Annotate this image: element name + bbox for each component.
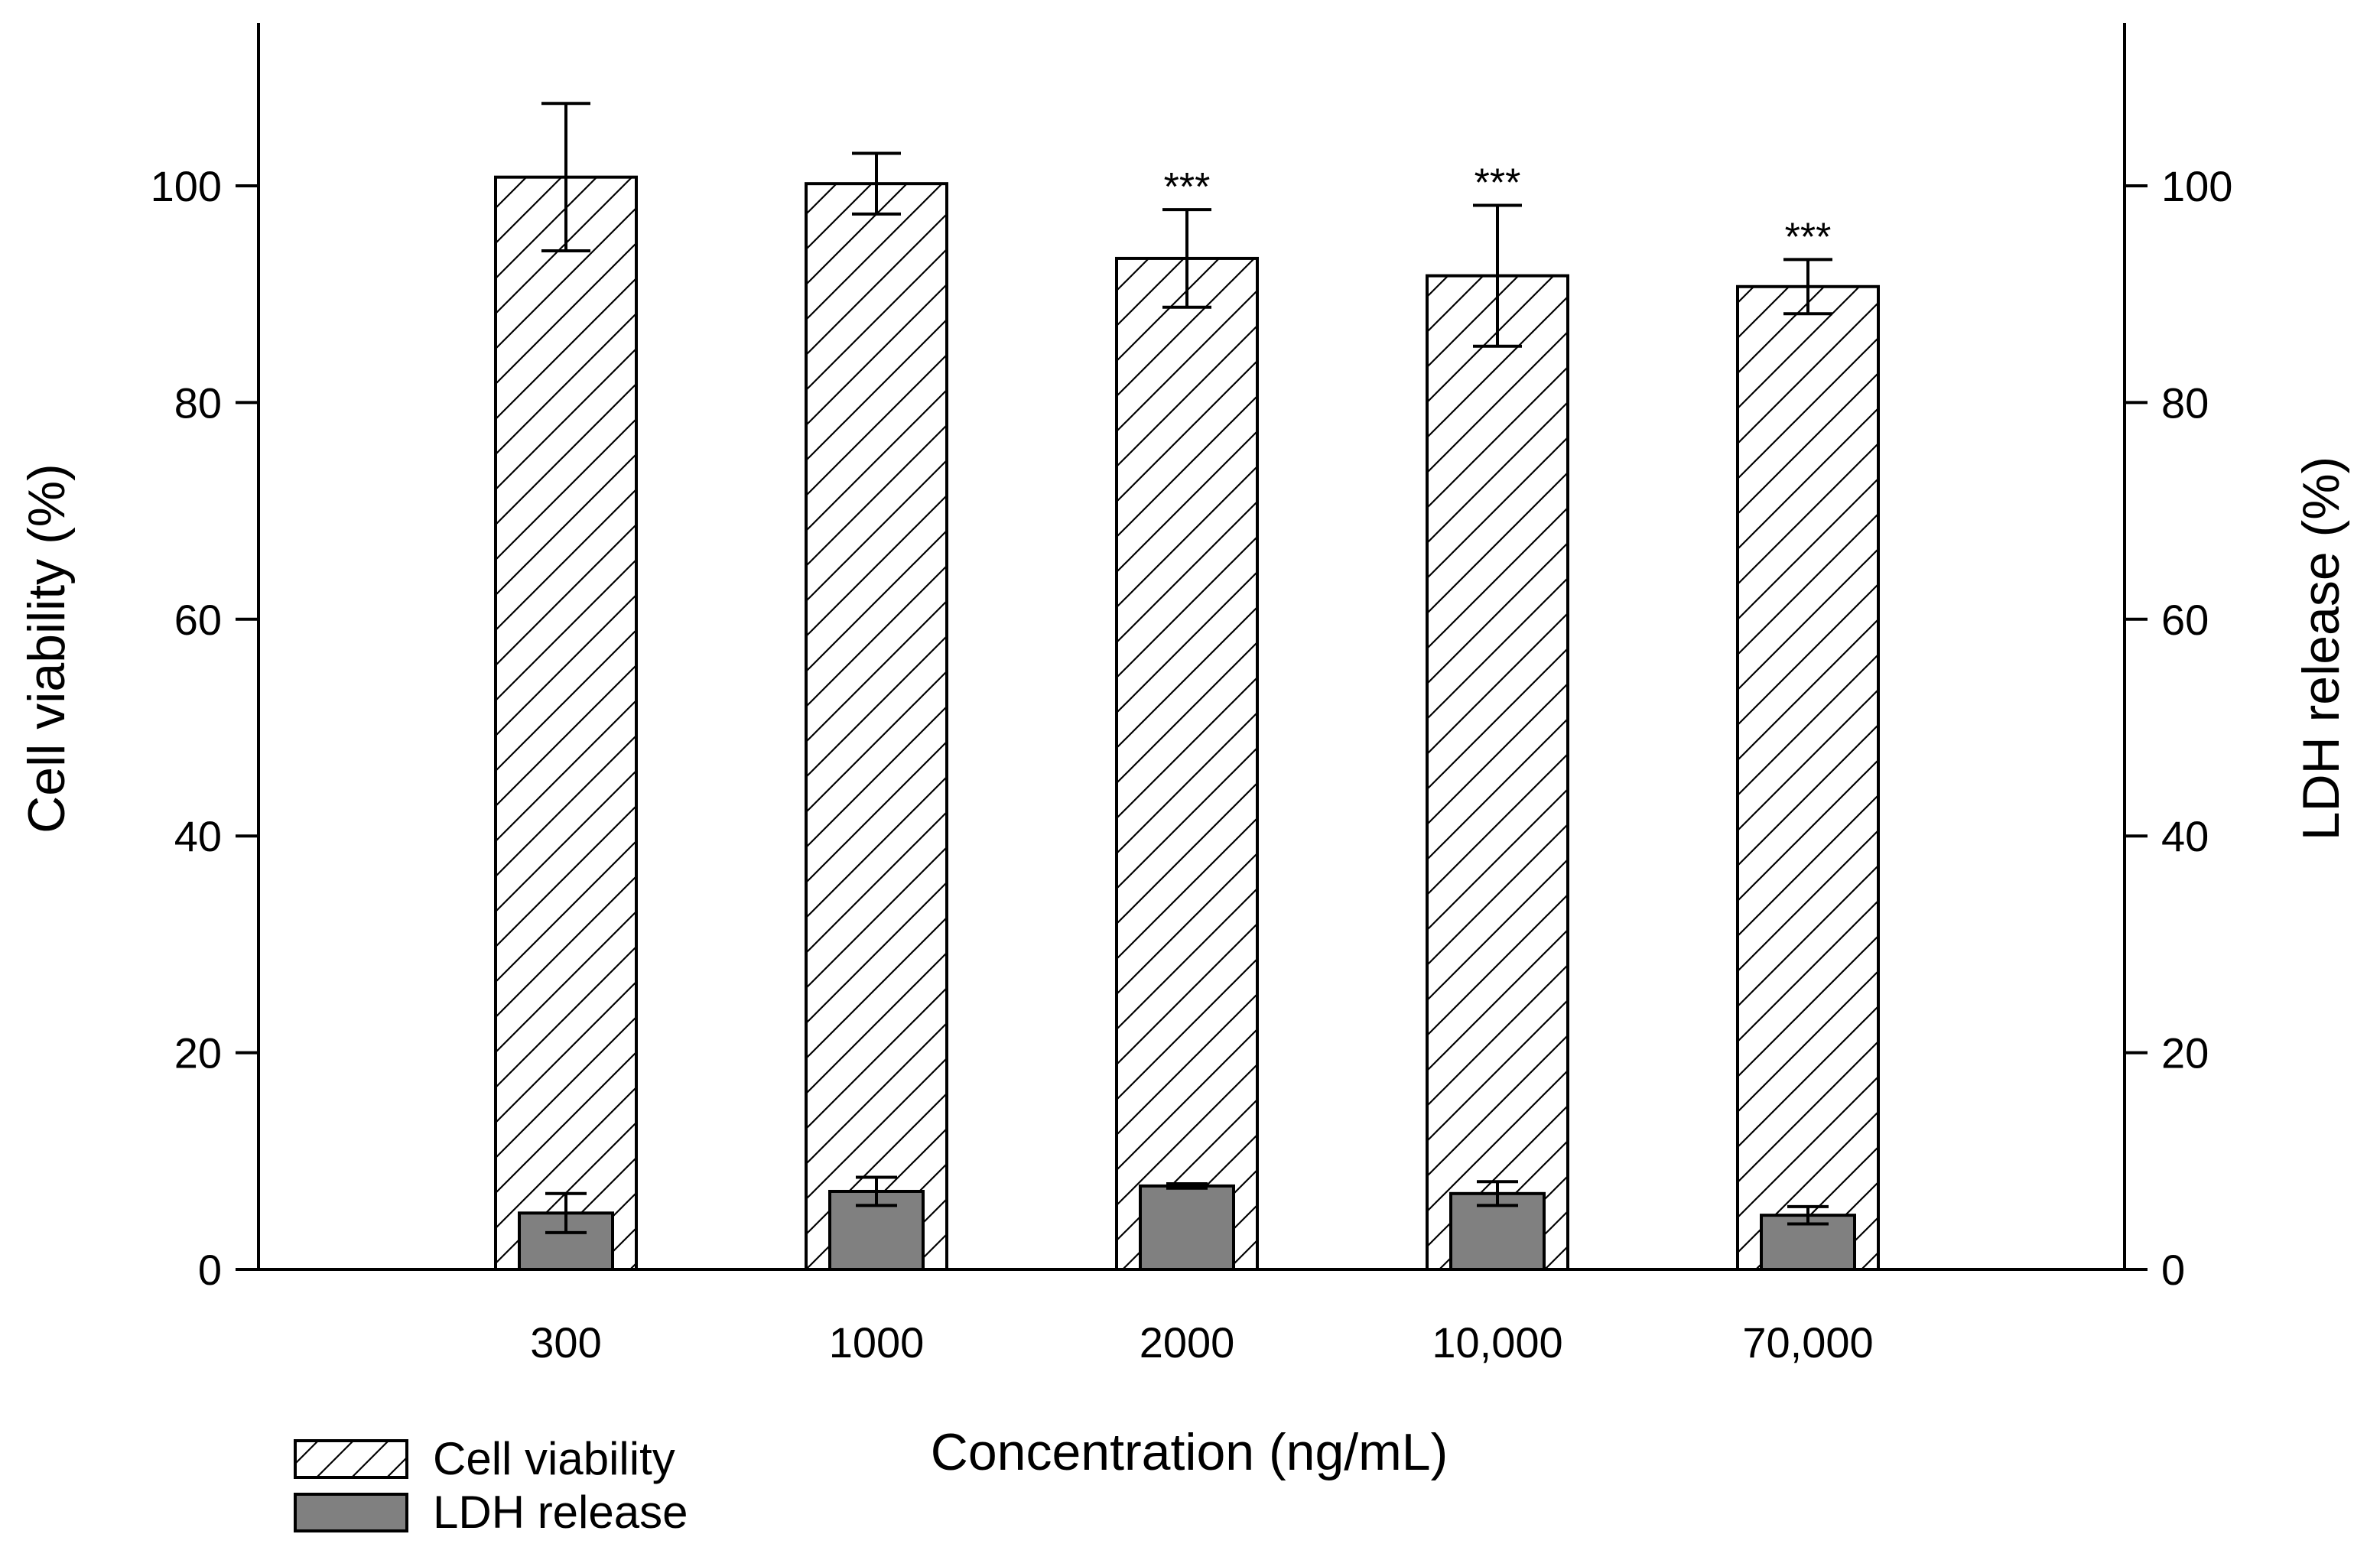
y-tick-label-0: 0 — [198, 1246, 222, 1294]
y2-tick-label-0: 0 — [2161, 1246, 2185, 1294]
x-tick-label-1: 1000 — [829, 1318, 925, 1367]
legend-swatch-ldh-release — [294, 1493, 408, 1532]
error-bar-ldh-release-1 — [856, 1175, 897, 1207]
error-bar-cell-viability-4 — [1783, 258, 1832, 316]
significance-label-2: *** — [1164, 165, 1211, 210]
y-tick-label-5: 100 — [151, 162, 222, 210]
legend-label-cell-viability: Cell viability — [433, 1433, 675, 1484]
y2-tick-label-4: 80 — [2161, 379, 2209, 427]
error-bar-ldh-release-0 — [545, 1191, 587, 1234]
y-tick-label-2: 40 — [174, 812, 222, 860]
x-tick-label-2: 2000 — [1140, 1318, 1235, 1367]
x-tick-label-0: 300 — [530, 1318, 601, 1367]
y2-tick-label-5: 100 — [2161, 162, 2232, 210]
y2-axis-title: LDH release (%) — [2292, 457, 2350, 841]
x-tick-label-4: 70,000 — [1742, 1318, 1873, 1367]
bar-cell-viability-2 — [1115, 256, 1259, 1272]
error-bar-ldh-release-3 — [1477, 1180, 1518, 1207]
error-bar-cell-viability-0 — [541, 102, 590, 253]
x-axis-title: Concentration (ng/mL) — [931, 1423, 1448, 1481]
significance-label-3: *** — [1474, 161, 1521, 206]
plot-bars: *** *** *** — [494, 102, 1880, 1272]
y-tick-label-1: 20 — [174, 1029, 222, 1077]
y2-tick-label-2: 40 — [2161, 812, 2209, 860]
error-bar-cell-viability-2 — [1162, 208, 1211, 309]
bar-cell-viability-0 — [494, 175, 638, 1272]
y-axis-title: Cell viability (%) — [18, 463, 76, 834]
bar-cell-viability-3 — [1426, 274, 1569, 1272]
y-tick-label-3: 60 — [174, 596, 222, 644]
legend-swatch-cell-viability — [294, 1439, 408, 1479]
y-tick-label-4: 80 — [174, 379, 222, 427]
plot-axes: 300 1000 2000 10,000 70,00002040608010002040… — [151, 23, 2232, 1367]
x-tick-label-3: 10,000 — [1432, 1318, 1562, 1367]
significance-label-4: *** — [1785, 215, 1832, 259]
error-bar-ldh-release-2 — [1166, 1182, 1208, 1190]
error-bar-ldh-release-4 — [1787, 1204, 1829, 1226]
y2-tick-label-3: 60 — [2161, 596, 2209, 644]
bar-cell-viability-1 — [805, 182, 948, 1271]
y2-tick-label-1: 20 — [2161, 1029, 2209, 1077]
legend: Cell viability LDH release — [294, 1433, 688, 1538]
error-bar-cell-viability-1 — [852, 151, 901, 216]
bar-ldh-release-2 — [1139, 1184, 1235, 1271]
bar-cell-viability-4 — [1736, 284, 1880, 1271]
legend-label-ldh-release: LDH release — [433, 1487, 688, 1538]
error-bar-cell-viability-3 — [1473, 203, 1522, 348]
